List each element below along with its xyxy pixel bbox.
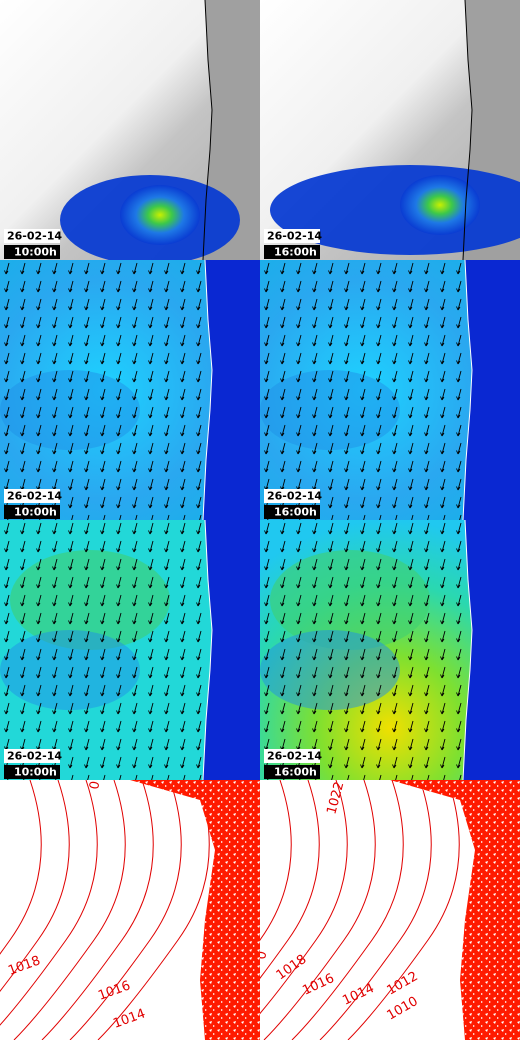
coastline [202,260,213,520]
isobar-label: 0 [254,950,270,961]
date-label: 26-02-14 [267,230,322,243]
date-bg [4,749,60,763]
map-panel [0,0,260,260]
date-label: 26-02-14 [7,750,62,763]
precip-core [400,175,480,235]
isobar-line [13,780,126,1040]
time-bg [4,245,60,259]
land [203,260,260,520]
map-panel [260,0,520,260]
isobar-line [260,780,320,979]
wind-arrows [0,260,210,520]
coastline [462,260,473,520]
date-bg [264,229,320,243]
isobar-line [260,780,348,1015]
date-bg [4,229,60,243]
timestamp: 26-02-14 10:00h [4,229,62,259]
isobar-line [0,780,42,955]
time-bg [264,765,320,779]
time-bg [264,505,320,519]
coastline [202,520,213,780]
timestamp: 26-02-14 16:00h [264,229,322,259]
dense-isobars [390,780,520,1040]
coastline [462,520,473,780]
map-panel [260,520,520,780]
wind-arrows [0,520,210,780]
date-bg [4,489,60,503]
dense-isobars [130,780,260,1040]
date-bg [264,749,320,763]
time-bg [4,505,60,519]
wind-arrows [260,260,470,520]
coastline [202,0,213,260]
isobar-line [260,780,292,941]
time-bg [264,245,320,259]
timestamp: 26-02-14 10:00h [4,749,62,779]
coastline [462,0,473,260]
time-label: 16:00h [274,766,317,779]
isobar-line [41,780,154,1040]
land [463,520,520,780]
time-label: 10:00h [14,766,57,779]
land [463,260,520,520]
isobar-line [97,780,210,1040]
timestamp: 26-02-14 16:00h [264,749,322,779]
timestamp: 26-02-14 10:00h [4,489,62,519]
timestamp: 26-02-14 16:00h [264,489,322,519]
date-label: 26-02-14 [267,490,322,503]
time-label: 10:00h [14,246,57,259]
isobar-line [291,780,404,1040]
date-label: 26-02-14 [7,490,62,503]
time-bg [4,765,60,779]
land [203,520,260,780]
wind-arrows [260,520,470,780]
isobar-line [69,780,182,1040]
date-bg [264,489,320,503]
time-label: 10:00h [14,506,57,519]
isobar-line [319,780,432,1040]
precip-core [120,185,200,245]
time-label: 16:00h [274,246,317,259]
isobar-line [263,780,376,1040]
date-label: 26-02-14 [7,230,62,243]
time-label: 16:00h [274,506,317,519]
isobar-label: 0 [87,780,103,791]
map-panel [0,520,260,780]
map-panel [260,260,520,520]
date-label: 26-02-14 [267,750,322,763]
isobar-line [347,780,460,1040]
isobar-line [0,780,70,992]
map-panel [0,260,260,520]
isobar-line [0,780,98,1026]
